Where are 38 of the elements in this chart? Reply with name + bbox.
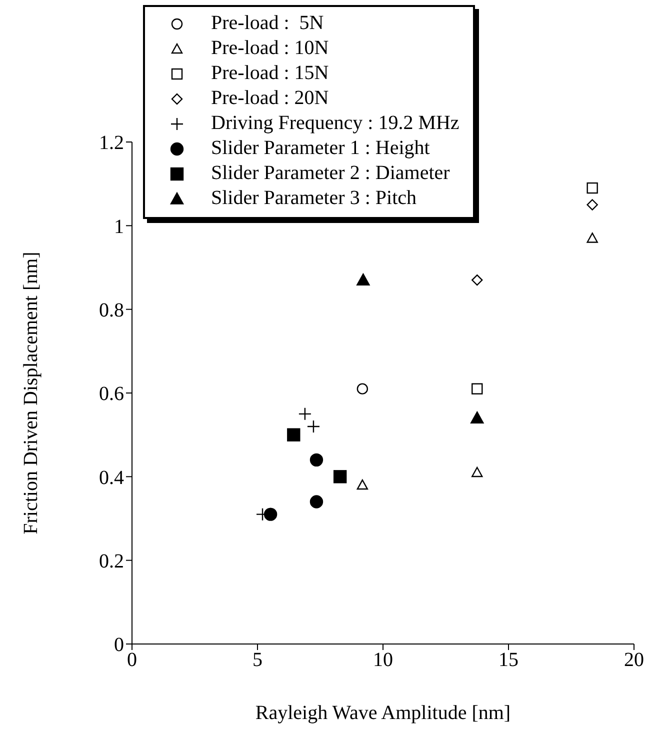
point bbox=[298, 407, 312, 421]
point bbox=[306, 420, 320, 434]
y-tick-label: 0.4 bbox=[99, 466, 124, 489]
point bbox=[586, 182, 598, 194]
point bbox=[472, 466, 483, 478]
point bbox=[310, 453, 324, 467]
point bbox=[356, 273, 370, 286]
x-axis-title: Rayleigh Wave Amplitude [nm] bbox=[255, 702, 511, 724]
y-tick-label: 0 bbox=[114, 634, 124, 656]
point bbox=[472, 274, 483, 286]
y-axis-title: Friction Driven Displacement [nm] bbox=[20, 252, 42, 534]
point bbox=[356, 383, 368, 394]
point bbox=[586, 199, 598, 210]
legend-label: Driving Frequency : 19.2 MHz bbox=[211, 111, 460, 136]
legend-label: Slider Parameter 1 : Height bbox=[211, 136, 430, 161]
legend-label: Pre-load : 20N bbox=[211, 86, 329, 111]
legend-label: Pre-load : 10N bbox=[211, 36, 329, 61]
x-tick-label: 10 bbox=[373, 649, 393, 672]
y-tick-label: 0.8 bbox=[99, 299, 124, 322]
point bbox=[586, 232, 598, 243]
legend-label: Slider Parameter 3 : Pitch bbox=[211, 186, 417, 211]
y-tick-label: 1 bbox=[114, 216, 124, 238]
point bbox=[356, 479, 368, 490]
point bbox=[333, 470, 347, 484]
point bbox=[470, 412, 484, 424]
x-tick-label: 20 bbox=[624, 649, 644, 672]
y-tick-label: 1.2 bbox=[99, 132, 124, 154]
point bbox=[264, 508, 278, 521]
point bbox=[287, 428, 300, 442]
x-tick-label: 15 bbox=[498, 649, 518, 672]
point bbox=[310, 495, 324, 508]
legend-label: Pre-load : 15N bbox=[211, 61, 329, 86]
x-tick-label: 5 bbox=[252, 649, 262, 672]
y-tick-label: 0.6 bbox=[99, 383, 124, 406]
legend-label: Slider Parameter 2 : Diameter bbox=[211, 161, 450, 186]
y-tick-label: 0.2 bbox=[99, 550, 124, 572]
legend-label: Pre-load : 5N bbox=[211, 11, 324, 36]
point bbox=[472, 383, 483, 394]
